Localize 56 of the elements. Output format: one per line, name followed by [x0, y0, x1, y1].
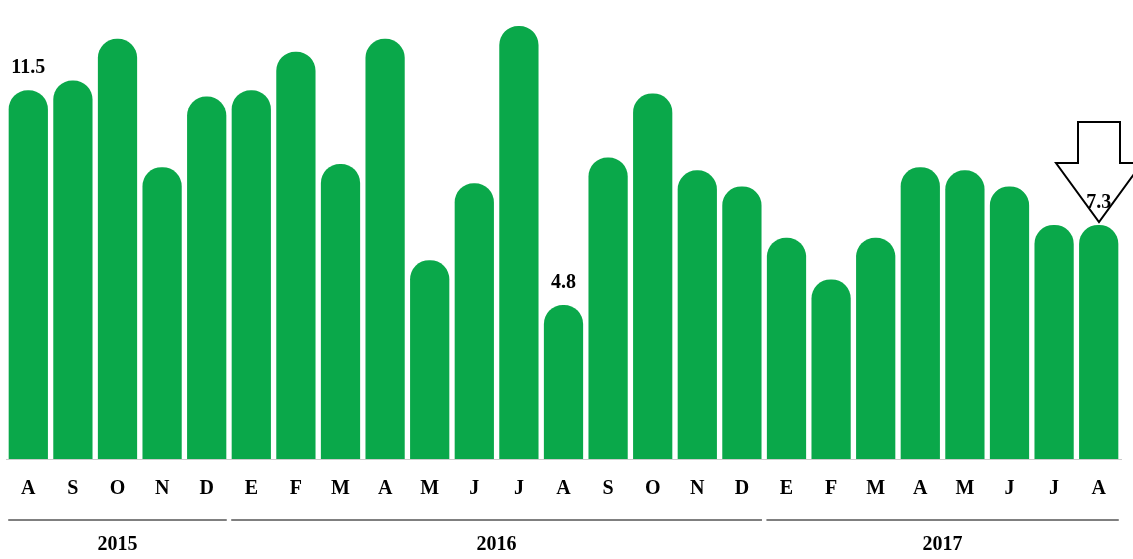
x-tick-label: J: [1049, 476, 1060, 499]
x-tick-label: S: [602, 476, 614, 499]
data-label: 4.8: [551, 270, 576, 293]
x-tick-label: M: [420, 476, 440, 499]
text: 2016: [476, 532, 517, 555]
data-label: 7.3: [1086, 190, 1112, 213]
bar: [900, 167, 940, 459]
x-tick-label: D: [734, 476, 750, 499]
x-tick-label: N: [154, 476, 170, 499]
x-tick-label: A: [377, 476, 393, 499]
bar: [811, 279, 851, 459]
text: 2017: [922, 532, 963, 555]
x-tick-label: E: [244, 476, 258, 499]
data-label: 11.5: [11, 55, 46, 78]
x-tick-label: S: [67, 476, 79, 499]
x-tick-label: M: [331, 476, 351, 499]
bar: [766, 237, 807, 459]
x-tick-label: D: [199, 476, 214, 499]
bar: [97, 38, 138, 459]
x-tick-label: N: [690, 476, 706, 499]
bar: [231, 90, 271, 459]
bar: [365, 38, 405, 459]
x-tick-label: O: [109, 476, 126, 499]
x-tick-label: M: [866, 476, 886, 499]
bar: [856, 237, 896, 459]
x-tick-label: F: [289, 476, 303, 499]
bar: [945, 170, 985, 459]
bar: [276, 51, 316, 459]
bar: [499, 26, 539, 459]
bar: [677, 170, 717, 459]
x-tick-label: A: [556, 476, 572, 499]
bar: [53, 80, 93, 459]
bar: [410, 260, 450, 459]
bar: [543, 305, 584, 459]
bar: [8, 90, 48, 459]
bar: [722, 186, 762, 459]
bar: [320, 163, 361, 459]
x-tick-label: A: [913, 476, 929, 499]
bar: [142, 167, 182, 459]
x-tick-label: E: [779, 476, 794, 499]
x-tick-label: O: [644, 476, 661, 499]
x-tick-label: M: [955, 476, 975, 499]
bar: [989, 186, 1030, 459]
bar: [1079, 224, 1119, 459]
x-tick-label: J: [1004, 476, 1015, 499]
bar: [1034, 224, 1074, 459]
x-tick-label: A: [1091, 476, 1107, 499]
x-tick-label: J: [513, 476, 524, 499]
x-tick-label: A: [21, 476, 37, 499]
x-tick-label: J: [469, 476, 480, 499]
bar: [588, 157, 628, 459]
x-tick-label: F: [824, 476, 838, 499]
bar: [633, 93, 673, 459]
bar: [187, 96, 227, 459]
text: 2015: [97, 532, 138, 555]
bar: [454, 183, 494, 459]
